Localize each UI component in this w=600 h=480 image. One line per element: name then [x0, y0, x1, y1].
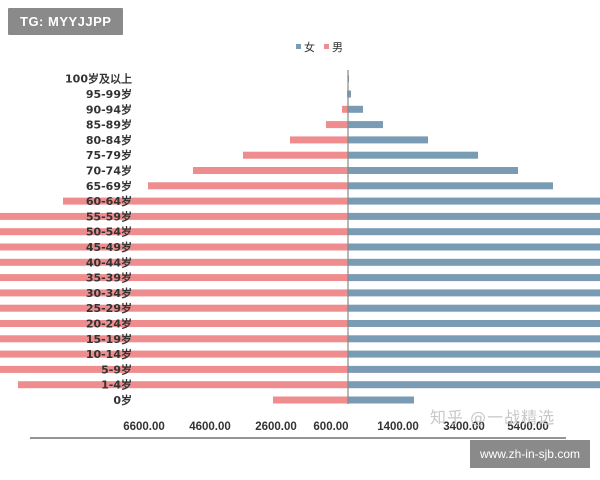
- male-bar-14: [148, 182, 348, 190]
- female-bar-18: [348, 121, 383, 129]
- female-bar-20: [348, 90, 351, 98]
- legend-swatch: [324, 44, 329, 49]
- legend-swatch: [296, 44, 301, 49]
- category-label: 65-69岁: [86, 179, 132, 193]
- x-tick-label: 4600.00: [189, 421, 231, 433]
- category-label: 70-74岁: [86, 164, 132, 178]
- category-label: 30-34岁: [86, 286, 132, 300]
- male-bar-3: [0, 350, 348, 358]
- male-bar-15: [193, 167, 348, 174]
- male-bar-19: [342, 105, 348, 113]
- legend-label: 男: [332, 41, 343, 54]
- female-bar-13: [348, 197, 600, 205]
- x-tick-label: 6600.00: [123, 421, 165, 433]
- axes: [30, 70, 566, 439]
- category-label: 50-54岁: [86, 225, 132, 239]
- male-bar-18: [326, 121, 348, 129]
- female-bar-14: [348, 182, 553, 190]
- female-bar-12: [348, 212, 600, 220]
- female-bar-8: [348, 274, 600, 282]
- female-bar-17: [348, 136, 428, 144]
- male-bar-8: [0, 274, 348, 282]
- category-label: 35-39岁: [86, 271, 132, 285]
- male-bar-2: [0, 365, 348, 373]
- male-bar-0: [273, 396, 348, 404]
- male-bar-13: [63, 197, 348, 205]
- male-bar-7: [0, 289, 348, 297]
- category-label: 60-64岁: [86, 194, 132, 208]
- female-bar-10: [348, 243, 600, 251]
- male-bar-17: [290, 136, 348, 144]
- female-bar-11: [348, 228, 600, 236]
- x-tick-label: 600.00: [313, 421, 348, 433]
- tick-labels: 6600.00 4600.00 2600.00 600.00 1400.00 3400.0…: [123, 421, 549, 433]
- category-label: 75-79岁: [86, 148, 132, 162]
- category-label: 20-24岁: [86, 317, 132, 331]
- category-label: 40-44岁: [86, 255, 132, 269]
- category-label: 1-4岁: [101, 378, 132, 392]
- male-bar-5: [0, 320, 348, 327]
- category-label: 15-19岁: [86, 332, 132, 346]
- female-bar-6: [348, 304, 600, 312]
- female-bar-1: [348, 381, 600, 389]
- x-tick-label: 5400.00: [507, 421, 549, 433]
- channel-tag: TG: MYYJJPP: [8, 8, 124, 35]
- category-label: 5-9岁: [101, 362, 132, 376]
- x-tick-label: 2600.00: [255, 421, 297, 433]
- male-bar-9: [0, 258, 348, 266]
- legend-label: 女: [304, 40, 315, 54]
- website-tag: www.zh-in-sjb.com: [469, 440, 590, 468]
- female-bar-3: [348, 350, 600, 358]
- category-label: 25-29岁: [86, 301, 132, 315]
- watermark: 知乎 @一战精选: [430, 408, 556, 427]
- female-bar-15: [348, 167, 518, 174]
- male-bar-4: [0, 335, 348, 343]
- category-label: 95-99岁: [86, 87, 132, 101]
- bars: [0, 75, 600, 404]
- female-bar-5: [348, 320, 600, 327]
- male-bar-6: [0, 304, 348, 312]
- male-bar-11: [0, 228, 348, 236]
- category-label: 85-89岁: [86, 118, 132, 132]
- female-bar-0: [348, 396, 414, 404]
- x-tick-label: 1400.00: [377, 421, 419, 433]
- male-bar-10: [0, 243, 348, 251]
- female-bar-16: [348, 151, 478, 159]
- female-bar-9: [348, 258, 600, 266]
- category-label: 55-59岁: [86, 209, 132, 223]
- category-label: 80-84岁: [86, 133, 132, 147]
- category-label: 45-49岁: [86, 240, 132, 254]
- category-label: 90-94岁: [86, 102, 132, 116]
- category-label: 100岁及以上: [65, 72, 132, 86]
- female-bar-19: [348, 105, 363, 113]
- x-tick-label: 3400.00: [443, 421, 485, 433]
- category-label: 10-14岁: [86, 347, 132, 361]
- male-bar-12: [0, 212, 348, 220]
- female-bar-2: [348, 365, 600, 373]
- male-bar-16: [243, 151, 348, 159]
- male-bar-1: [18, 381, 348, 389]
- category-label: 0岁: [113, 393, 132, 407]
- legend: 女男: [296, 40, 343, 54]
- female-bar-7: [348, 289, 600, 297]
- female-bar-4: [348, 335, 600, 343]
